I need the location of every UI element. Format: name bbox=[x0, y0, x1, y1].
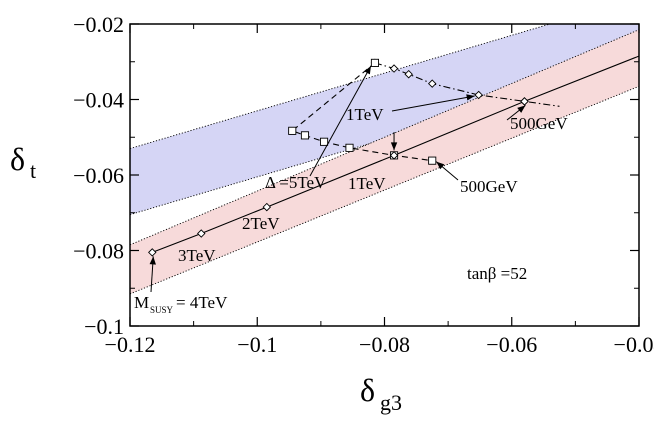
point-marker-2-1 bbox=[197, 229, 206, 238]
tick-layer: −0.12−0.1−0.08−0.06−0.04−0.1−0.08−0.06−0… bbox=[73, 12, 654, 357]
y-tick-label-1: −0.08 bbox=[73, 239, 124, 264]
x-axis-title: δ g3 bbox=[360, 372, 402, 415]
delta-label: Δ =5TeV bbox=[265, 173, 327, 192]
msusy-arrow-head bbox=[149, 256, 156, 265]
x-tick-label-0: −0.12 bbox=[105, 332, 156, 357]
band-fill-1 bbox=[130, 29, 639, 294]
y-tick-label-3: −0.04 bbox=[73, 88, 124, 113]
one-tev-lower-label: 1TeV bbox=[348, 174, 386, 193]
band-layer bbox=[130, 24, 639, 295]
one-tev-lower-arrow-head bbox=[390, 142, 398, 151]
point-marker-0-3 bbox=[427, 79, 437, 88]
point-marker-2-3 bbox=[389, 151, 399, 160]
y-axis-symbol: δ bbox=[10, 141, 25, 177]
one-tev-upper-arrow-head bbox=[466, 94, 475, 101]
three-tev-label: 3TeV bbox=[178, 246, 216, 265]
point-marker-2-4 bbox=[520, 97, 529, 106]
point-marker-0-2 bbox=[404, 69, 413, 79]
y-tick-label-2: −0.06 bbox=[73, 163, 124, 188]
point-marker-1-2 bbox=[300, 131, 310, 140]
one-tev-upper-label: 1TeV bbox=[346, 105, 384, 124]
two-tev-label: 2TeV bbox=[242, 214, 280, 233]
msusy-sub-label: SUSY bbox=[150, 305, 174, 315]
x-axis-symbol: δ bbox=[360, 372, 375, 408]
point-marker-2-0 bbox=[148, 248, 157, 257]
delta-arrow-shaft bbox=[309, 65, 372, 177]
marker-layer bbox=[148, 58, 529, 257]
x-tick-label-1: −0.1 bbox=[237, 332, 277, 357]
x-tick-label-4: −0.04 bbox=[614, 332, 654, 357]
y-axis-title: δ t bbox=[10, 141, 36, 183]
point-marker-0-4 bbox=[474, 90, 483, 100]
msusy-m-label: M bbox=[134, 293, 149, 312]
five-hundred-gev-upper-label: 500GeV bbox=[510, 114, 568, 133]
y-tick-label-0: −0.1 bbox=[84, 314, 124, 339]
point-marker-1-3 bbox=[320, 137, 329, 146]
series-line-2 bbox=[152, 55, 639, 253]
point-marker-1-0 bbox=[370, 58, 380, 67]
five-hundred-gev-lower-arrow-head bbox=[436, 161, 445, 170]
msusy-value-label: = 4TeV bbox=[176, 293, 228, 312]
point-marker-1-4 bbox=[345, 143, 354, 152]
band-fill-0 bbox=[130, 24, 639, 215]
arrow-layer bbox=[149, 65, 526, 293]
one-tev-upper-arrow-shaft bbox=[391, 95, 475, 112]
tan-beta-label: tanβ =52 bbox=[467, 264, 527, 283]
point-marker-0-1 bbox=[389, 64, 399, 73]
point-marker-2-2 bbox=[262, 202, 272, 212]
x-axis-subscript: g3 bbox=[380, 390, 402, 415]
x-tick-label-2: −0.08 bbox=[359, 332, 410, 357]
band-edge-1-1 bbox=[130, 29, 639, 246]
delta-arrow-head bbox=[364, 65, 371, 75]
y-tick-label-4: −0.02 bbox=[73, 12, 124, 37]
point-marker-1-6 bbox=[428, 156, 437, 165]
five-hundred-gev-lower-label: 500GeV bbox=[460, 177, 518, 196]
x-tick-label-3: −0.06 bbox=[486, 332, 537, 357]
y-axis-subscript: t bbox=[30, 158, 36, 183]
point-marker-1-1 bbox=[288, 126, 297, 135]
five-hundred-gev-upper-arrow-head bbox=[517, 105, 526, 113]
